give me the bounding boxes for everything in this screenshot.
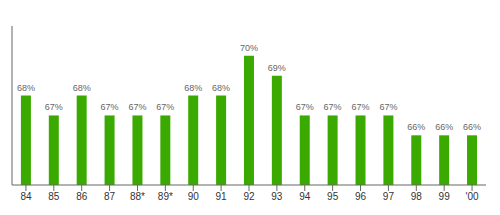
svg-text:95: 95 xyxy=(327,191,339,202)
svg-text:66%: 66% xyxy=(407,122,425,132)
svg-text:92: 92 xyxy=(243,191,255,202)
svg-text:87: 87 xyxy=(104,191,116,202)
svg-text:68%: 68% xyxy=(184,83,202,93)
svg-text:96: 96 xyxy=(355,191,367,202)
svg-text:68%: 68% xyxy=(17,83,35,93)
svg-text:67%: 67% xyxy=(101,102,119,112)
svg-text:68%: 68% xyxy=(73,83,91,93)
svg-text:68%: 68% xyxy=(212,83,230,93)
svg-text:85: 85 xyxy=(48,191,60,202)
svg-text:66%: 66% xyxy=(435,122,453,132)
svg-text:97: 97 xyxy=(383,191,395,202)
svg-text:90: 90 xyxy=(188,191,200,202)
svg-text:67%: 67% xyxy=(379,102,397,112)
svg-text:67%: 67% xyxy=(128,102,146,112)
svg-text:88*: 88* xyxy=(130,191,145,202)
svg-text:99: 99 xyxy=(439,191,451,202)
svg-text:67%: 67% xyxy=(352,102,370,112)
svg-text:98: 98 xyxy=(411,191,423,202)
svg-text:67%: 67% xyxy=(324,102,342,112)
svg-text:67%: 67% xyxy=(45,102,63,112)
svg-text:67%: 67% xyxy=(296,102,314,112)
svg-text:70%: 70% xyxy=(240,43,258,53)
svg-text:84: 84 xyxy=(20,191,32,202)
svg-text:86: 86 xyxy=(76,191,88,202)
svg-text:89*: 89* xyxy=(158,191,173,202)
svg-text:93: 93 xyxy=(271,191,283,202)
svg-text:66%: 66% xyxy=(463,122,481,132)
svg-text:91: 91 xyxy=(216,191,228,202)
svg-text:94: 94 xyxy=(299,191,311,202)
svg-text:67%: 67% xyxy=(156,102,174,112)
svg-text:69%: 69% xyxy=(268,63,286,73)
svg-text:'00: '00 xyxy=(466,191,479,202)
